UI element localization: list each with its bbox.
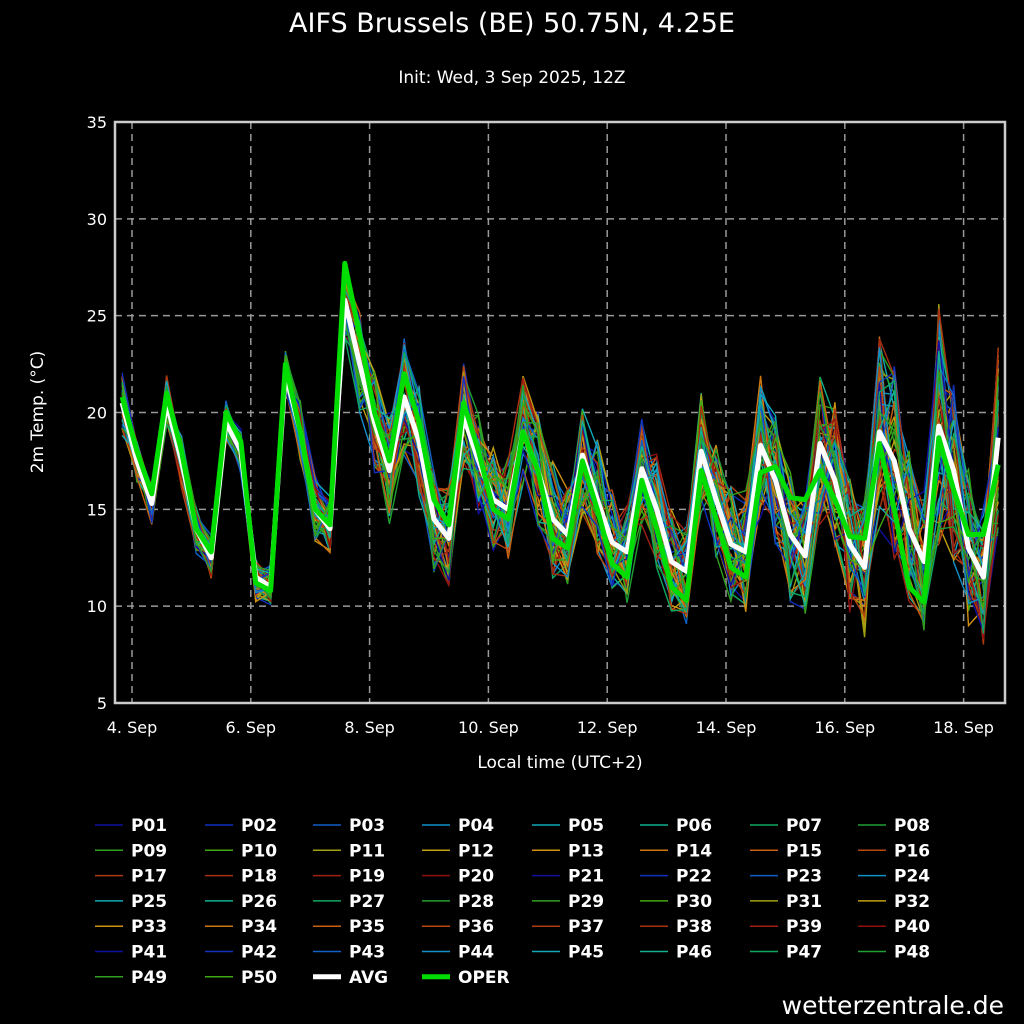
- legend-label-p37: P37: [568, 917, 604, 937]
- legend-label-p11: P11: [349, 841, 385, 861]
- legend-label-p07: P07: [786, 816, 822, 836]
- legend-label-p30: P30: [676, 892, 712, 912]
- x-tick-label: 6. Sep: [226, 718, 277, 737]
- legend-label-p09: P09: [131, 841, 167, 861]
- legend-label-oper: OPER: [458, 968, 510, 988]
- legend-label-p43: P43: [349, 943, 385, 963]
- legend-label-p17: P17: [131, 867, 167, 887]
- legend-label-p13: P13: [568, 841, 604, 861]
- legend-label-p10: P10: [241, 841, 277, 861]
- legend-label-p45: P45: [568, 943, 604, 963]
- legend-label-p25: P25: [131, 892, 167, 912]
- legend-label-p36: P36: [458, 917, 494, 937]
- legend-label-p22: P22: [676, 867, 712, 887]
- y-axis-label: 2m Temp. (°C): [28, 351, 48, 474]
- legend-label-p31: P31: [786, 892, 822, 912]
- legend-label-p44: P44: [458, 943, 494, 963]
- legend-label-p40: P40: [894, 917, 930, 937]
- legend-label-p05: P05: [568, 816, 604, 836]
- plot-frame: [113, 120, 1007, 705]
- member-line-p48: [121, 320, 999, 601]
- y-tick-label: 5: [97, 694, 107, 713]
- x-tick-label: 8. Sep: [344, 718, 395, 737]
- y-tick-label: 30: [87, 210, 107, 229]
- y-tick-label: 15: [87, 500, 107, 519]
- legend-label-p29: P29: [568, 892, 604, 912]
- legend-label-p06: P06: [676, 816, 712, 836]
- legend-label-p18: P18: [241, 867, 277, 887]
- credit-watermark: wetterzentrale.de: [781, 991, 1004, 1020]
- legend-label-p33: P33: [131, 917, 167, 937]
- chart-subtitle: Init: Wed, 3 Sep 2025, 12Z: [398, 68, 626, 88]
- legend-label-p50: P50: [241, 968, 277, 988]
- legend-label-p47: P47: [786, 943, 822, 963]
- member-line-p31: [121, 281, 999, 638]
- legend-label-p04: P04: [458, 816, 494, 836]
- legend-label-p27: P27: [349, 892, 385, 912]
- y-tick-label: 10: [87, 597, 107, 616]
- legend-label-p48: P48: [894, 943, 930, 963]
- legend-label-avg: AVG: [349, 968, 388, 988]
- chart-title: AIFS Brussels (BE) 50.75N, 4.25E: [289, 8, 735, 39]
- y-tick-label: 20: [87, 404, 107, 423]
- legend-label-p23: P23: [786, 867, 822, 887]
- x-axis-label: Local time (UTC+2): [477, 753, 642, 773]
- legend-label-p35: P35: [349, 917, 385, 937]
- legend-label-p24: P24: [894, 867, 930, 887]
- avg-line: [119, 297, 1001, 590]
- oper-line: [119, 260, 1001, 605]
- legend-label-p21: P21: [568, 867, 604, 887]
- legend-label-p28: P28: [458, 892, 494, 912]
- legend-label-p02: P02: [241, 816, 277, 836]
- legend-label-p01: P01: [131, 816, 167, 836]
- legend-label-p49: P49: [131, 968, 167, 988]
- x-tick-label: 18. Sep: [933, 718, 994, 737]
- x-tick-label: 10. Sep: [458, 718, 519, 737]
- x-tick-label: 16. Sep: [814, 718, 875, 737]
- legend-label-p39: P39: [786, 917, 822, 937]
- legend-label-p15: P15: [786, 841, 822, 861]
- legend-label-p38: P38: [676, 917, 712, 937]
- legend-label-p41: P41: [131, 943, 167, 963]
- legend-label-p16: P16: [894, 841, 930, 861]
- x-tick-label: 4. Sep: [107, 718, 158, 737]
- legend-label-p19: P19: [349, 867, 385, 887]
- legend-label-p08: P08: [894, 816, 930, 836]
- legend-label-p32: P32: [894, 892, 930, 912]
- legend-label-p26: P26: [241, 892, 277, 912]
- y-tick-label: 25: [87, 307, 107, 326]
- legend-label-p46: P46: [676, 943, 712, 963]
- legend-label-p14: P14: [676, 841, 712, 861]
- legend-label-p34: P34: [241, 917, 277, 937]
- x-tick-label: 12. Sep: [577, 718, 638, 737]
- legend-label-p20: P20: [458, 867, 494, 887]
- y-tick-label: 35: [87, 113, 107, 132]
- x-tick-label: 14. Sep: [696, 718, 757, 737]
- legend-label-p42: P42: [241, 943, 277, 963]
- legend-label-p03: P03: [349, 816, 385, 836]
- legend-label-p12: P12: [458, 841, 494, 861]
